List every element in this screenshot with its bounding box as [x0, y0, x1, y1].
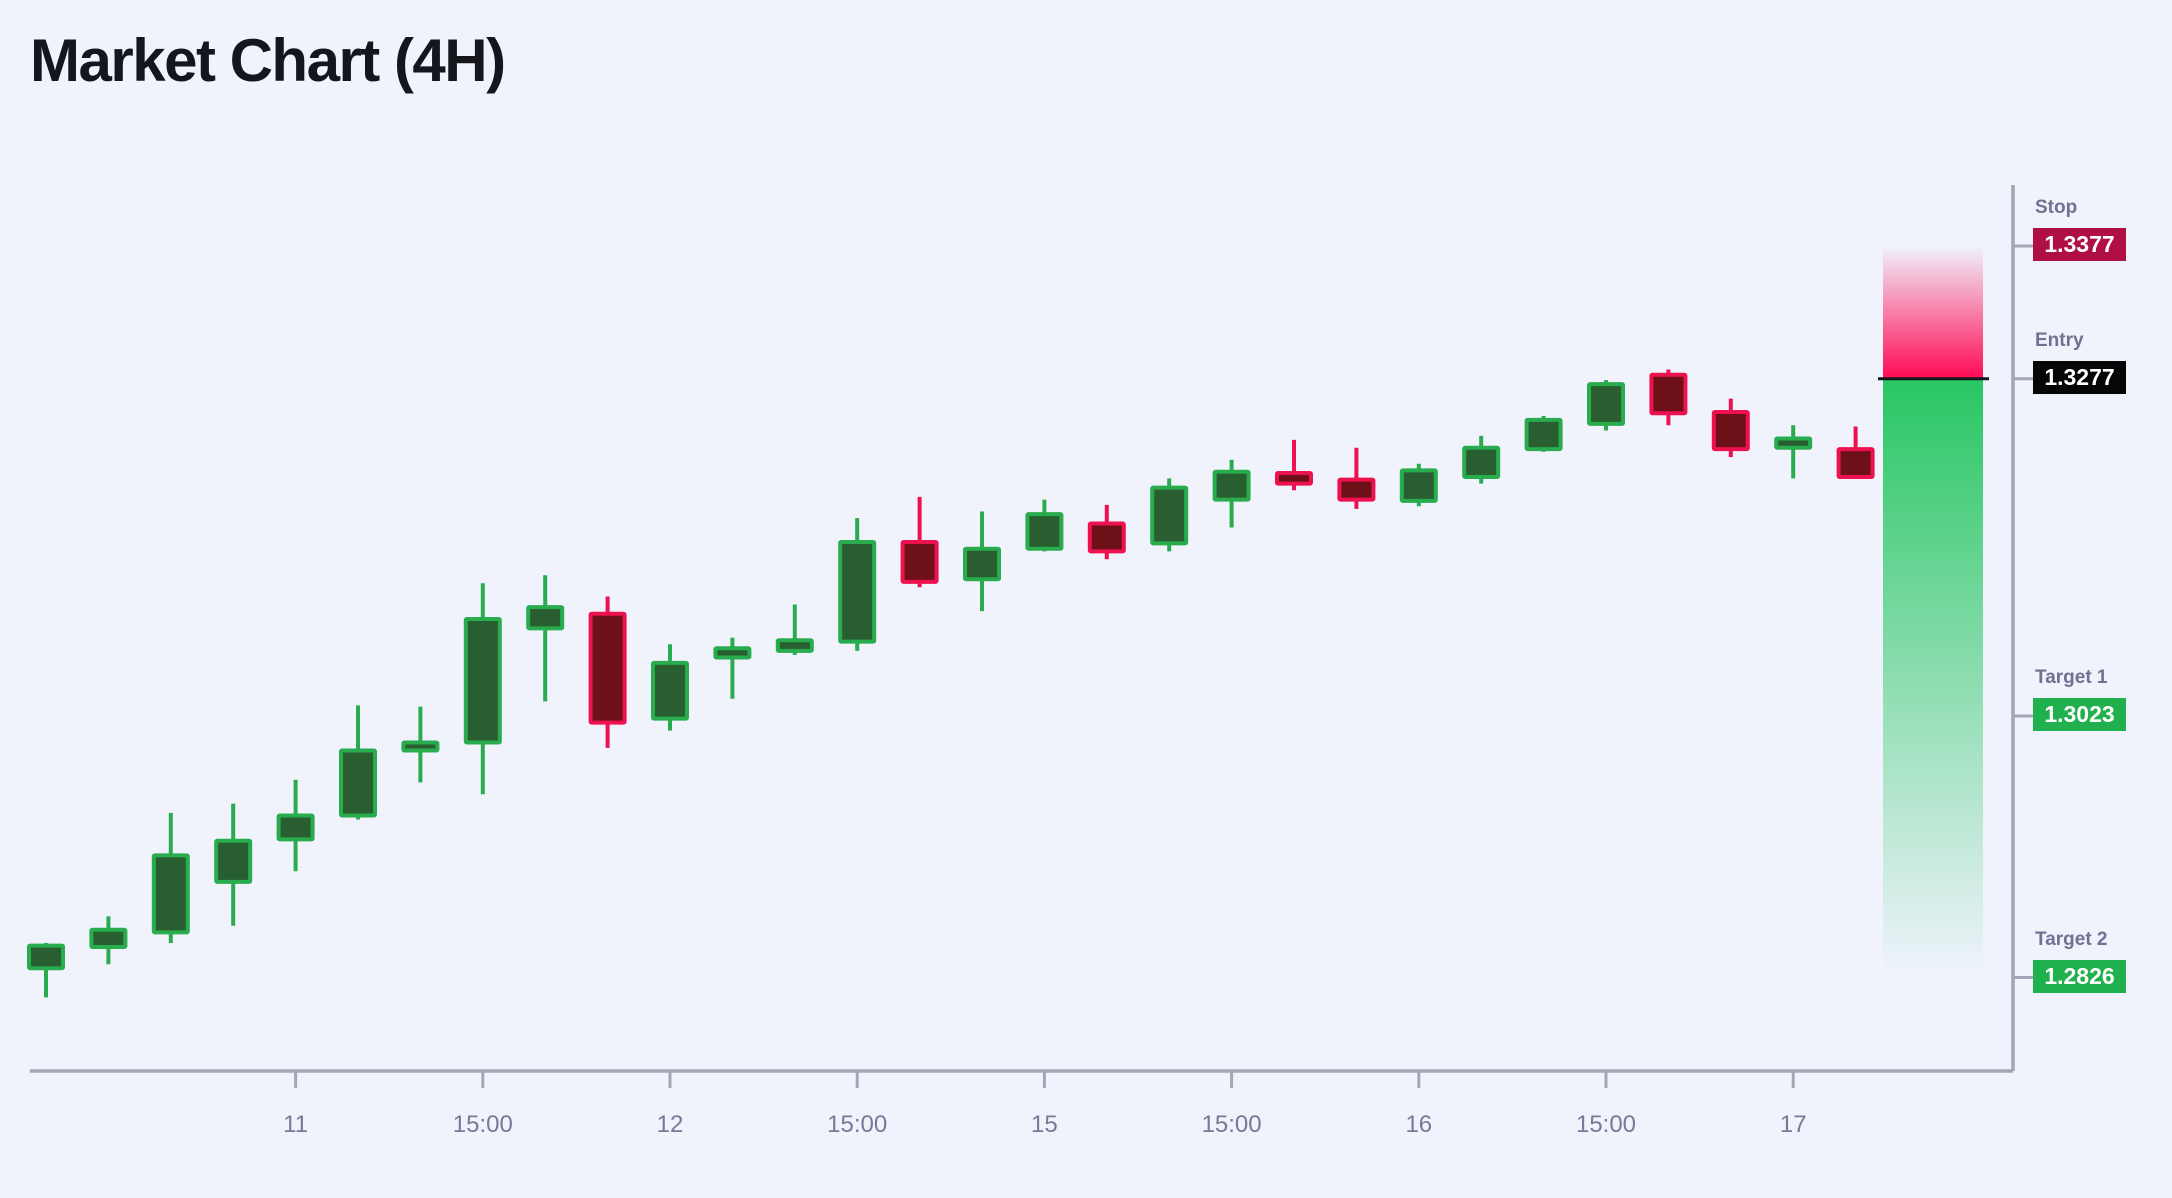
x-tick-label: 15:00	[827, 1111, 887, 1138]
x-tick: 12	[657, 1071, 684, 1138]
candle-body	[1462, 445, 1501, 479]
candle-body	[401, 740, 440, 753]
candle-body	[1087, 521, 1126, 554]
candle-body	[526, 605, 565, 631]
x-tick: 15:00	[1202, 1071, 1262, 1138]
candle-body	[588, 611, 627, 725]
candle-body	[1774, 436, 1813, 450]
candle-body	[1836, 447, 1875, 480]
candle-body	[463, 617, 502, 745]
candle-7	[401, 706, 440, 783]
candle-1	[27, 942, 65, 998]
entry-label: Entry	[2035, 330, 2084, 351]
candle-body	[151, 853, 190, 935]
candle-body	[1399, 468, 1438, 503]
x-tick-label: 15	[1031, 1111, 1058, 1138]
candle-19	[1150, 478, 1189, 552]
entry-price-badge: 1.3277	[2033, 361, 2126, 394]
page-title: Market Chart (4H)	[30, 27, 506, 94]
candle-body	[27, 943, 65, 971]
target2-level: Target 2 1.2826	[2033, 929, 2172, 993]
candle-body	[1711, 409, 1750, 452]
candle-5	[276, 779, 315, 872]
candle-10	[588, 596, 627, 748]
candle-body	[1150, 485, 1189, 546]
candle-18	[1087, 504, 1126, 560]
candle-body	[89, 927, 128, 949]
candle-17	[1025, 499, 1064, 552]
target2-label: Target 2	[2035, 929, 2108, 950]
candle-body	[963, 546, 1001, 582]
x-tick-label: 15:00	[1576, 1111, 1636, 1138]
candle-28	[1711, 398, 1750, 458]
candle-body	[1275, 471, 1313, 486]
x-tick: 15	[1031, 1071, 1058, 1138]
candle-27	[1649, 369, 1688, 426]
candle-9	[526, 575, 565, 702]
candle-26	[1587, 380, 1625, 431]
candle-body	[713, 646, 752, 660]
candle-21	[1275, 439, 1313, 491]
stop-level: Stop 1.3377	[2033, 197, 2172, 261]
candle-body	[339, 748, 377, 818]
candle-body	[651, 660, 689, 721]
candle-body	[900, 540, 939, 584]
candle-22	[1337, 447, 1376, 509]
candle-body	[276, 813, 315, 842]
candle-body	[214, 838, 253, 884]
candle-body	[1587, 382, 1625, 426]
candle-4	[214, 803, 253, 926]
target2-price-badge: 1.2826	[2033, 960, 2126, 993]
candle-body	[1212, 469, 1251, 502]
candle-8	[463, 583, 502, 795]
x-tick: 15:00	[827, 1071, 887, 1138]
reward-zone	[1883, 378, 1983, 978]
target1-level: Target 1 1.3023	[2033, 667, 2172, 731]
candle-20	[1212, 459, 1251, 528]
x-tick-label: 11	[283, 1111, 308, 1138]
candle-13	[775, 604, 814, 655]
risk-zone	[1883, 246, 1983, 379]
x-tick: 17	[1780, 1071, 1807, 1138]
candle-16	[963, 511, 1001, 612]
candle-body	[838, 540, 877, 644]
candle-body	[1337, 477, 1376, 502]
candle-3	[151, 812, 190, 943]
candle-29	[1774, 425, 1813, 479]
target1-label: Target 1	[2035, 667, 2108, 688]
candle-body	[775, 638, 814, 653]
candle-body	[1524, 417, 1563, 452]
candle-30	[1836, 426, 1875, 480]
candle-2	[89, 916, 128, 965]
x-tick-label: 15:00	[453, 1111, 513, 1138]
candle-body	[1025, 512, 1064, 551]
x-tick-label: 15:00	[1202, 1111, 1262, 1138]
x-tick-label: 17	[1780, 1111, 1807, 1138]
stop-price-badge: 1.3377	[2033, 228, 2126, 261]
x-tick: 16	[1405, 1071, 1432, 1138]
candle-15	[900, 496, 939, 588]
candle-25	[1524, 415, 1563, 452]
stop-label: Stop	[2035, 197, 2078, 218]
x-tick-label: 12	[657, 1111, 684, 1138]
x-tick-label: 16	[1405, 1111, 1432, 1138]
entry-level: Entry 1.3277	[2033, 330, 2172, 394]
candle-11	[651, 644, 689, 731]
x-tick: 11	[283, 1071, 308, 1138]
x-tick: 15:00	[1576, 1071, 1636, 1138]
candle-23	[1399, 463, 1438, 507]
candle-12	[713, 637, 752, 699]
x-tick: 15:00	[453, 1071, 513, 1138]
target1-price-badge: 1.3023	[2033, 698, 2126, 731]
candle-14	[838, 518, 877, 651]
candle-24	[1462, 435, 1501, 484]
candle-6	[339, 705, 377, 820]
candle-body	[1649, 372, 1688, 416]
